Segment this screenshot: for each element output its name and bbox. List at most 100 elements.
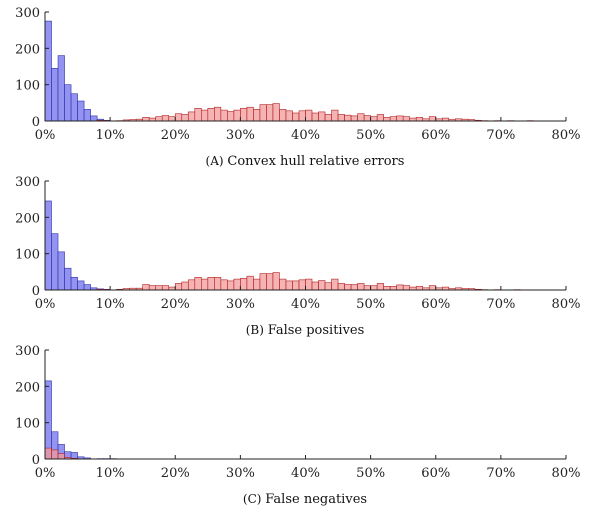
x-tick-label: 60% xyxy=(421,297,450,312)
x-tick-label: 0% xyxy=(35,128,56,143)
bar-red xyxy=(298,279,306,291)
bar-red xyxy=(220,279,228,291)
bar-red xyxy=(279,278,287,291)
bar-red xyxy=(357,283,365,291)
bar-red xyxy=(415,117,424,122)
x-tick-label: 70% xyxy=(486,466,515,481)
caption-text: False positives xyxy=(268,323,365,338)
bar-red xyxy=(370,116,378,122)
bar-red xyxy=(51,449,59,460)
bar-red xyxy=(44,447,52,460)
bar-red xyxy=(266,273,274,291)
bar-red xyxy=(214,276,222,291)
bar-red xyxy=(155,285,163,291)
caption-text: Convex hull relative errors xyxy=(227,154,404,169)
x-tick-label: 70% xyxy=(486,297,515,312)
bar-red xyxy=(298,110,306,122)
bar-red xyxy=(57,453,65,460)
bar-red xyxy=(324,282,332,291)
bar-red xyxy=(227,111,235,122)
x-tick-label: 50% xyxy=(356,466,385,481)
bar-red xyxy=(253,278,261,291)
bar-red xyxy=(272,272,280,291)
bar-blue xyxy=(70,93,78,122)
x-tick-label: 0% xyxy=(35,466,56,481)
bar-red xyxy=(331,109,339,122)
x-tick-label: 60% xyxy=(421,128,450,143)
bar-red xyxy=(428,116,437,122)
bar-red xyxy=(161,285,170,291)
bar-red xyxy=(415,286,424,291)
bar-red xyxy=(376,283,384,291)
bar-blue xyxy=(77,100,85,122)
y-tick-label: 200 xyxy=(15,211,40,226)
bar-red xyxy=(207,107,215,122)
bar-red xyxy=(350,284,358,291)
bar-red xyxy=(363,285,371,291)
bar-red xyxy=(253,109,261,122)
x-tick-label: 80% xyxy=(552,297,581,312)
x-tick-label: 40% xyxy=(291,128,320,143)
bar-red xyxy=(311,112,319,122)
bar-red xyxy=(233,109,241,122)
bar-red xyxy=(305,278,313,291)
y-tick-label: 300 xyxy=(15,344,40,359)
bar-red xyxy=(324,114,332,122)
bar-red xyxy=(344,284,352,291)
panel-caption: (A) Convex hull relative errors xyxy=(206,154,405,169)
y-tick-label: 100 xyxy=(15,248,40,263)
bar-red xyxy=(142,117,150,122)
x-tick-label: 30% xyxy=(226,466,255,481)
bar-red xyxy=(233,278,241,291)
bar-red xyxy=(259,273,267,291)
x-tick-label: 0% xyxy=(35,297,56,312)
x-tick-label: 20% xyxy=(161,128,190,143)
bar-red xyxy=(331,278,339,291)
caption-text: False negatives xyxy=(265,492,367,507)
bar-red xyxy=(363,115,371,122)
y-tick-label: 300 xyxy=(15,175,40,190)
y-tick-label: 200 xyxy=(15,380,40,395)
bar-red xyxy=(174,113,183,122)
bar-red xyxy=(201,109,209,122)
bar-blue xyxy=(44,20,52,122)
x-tick-label: 80% xyxy=(552,466,581,481)
bar-red xyxy=(318,111,326,122)
bar-red xyxy=(142,284,150,291)
y-tick-label: 200 xyxy=(15,42,40,57)
bar-red xyxy=(402,285,410,291)
bar-red xyxy=(187,111,196,122)
bar-red xyxy=(155,116,163,122)
x-tick-label: 70% xyxy=(486,128,515,143)
bar-red xyxy=(168,116,176,122)
x-tick-label: 40% xyxy=(291,466,320,481)
x-tick-label: 20% xyxy=(161,466,190,481)
x-tick-label: 60% xyxy=(421,466,450,481)
bar-red xyxy=(240,278,248,291)
bar-red xyxy=(201,278,209,291)
x-tick-label: 10% xyxy=(96,466,125,481)
bar-red xyxy=(318,280,326,291)
y-tick-label: 0 xyxy=(32,453,40,468)
x-tick-label: 50% xyxy=(356,297,385,312)
x-tick-label: 30% xyxy=(226,128,255,143)
bar-red xyxy=(227,280,235,291)
y-tick-label: 100 xyxy=(15,417,40,432)
bar-blue xyxy=(90,115,98,122)
bar-blue xyxy=(70,276,78,291)
bar-red xyxy=(214,106,222,122)
bar-blue xyxy=(57,55,65,122)
bar-red xyxy=(279,109,287,122)
y-tick-label: 100 xyxy=(15,79,40,94)
bar-red xyxy=(357,113,365,122)
bar-red xyxy=(174,283,183,291)
bar-red xyxy=(337,283,345,291)
bar-red xyxy=(344,114,352,122)
panel-caption: (C) False negatives xyxy=(243,492,367,507)
bar-red xyxy=(311,281,319,291)
bar-red xyxy=(240,107,248,122)
bar-red xyxy=(285,280,293,291)
bar-blue xyxy=(57,251,65,291)
caption-prefix: (A) xyxy=(206,154,228,168)
bar-red xyxy=(383,286,391,291)
